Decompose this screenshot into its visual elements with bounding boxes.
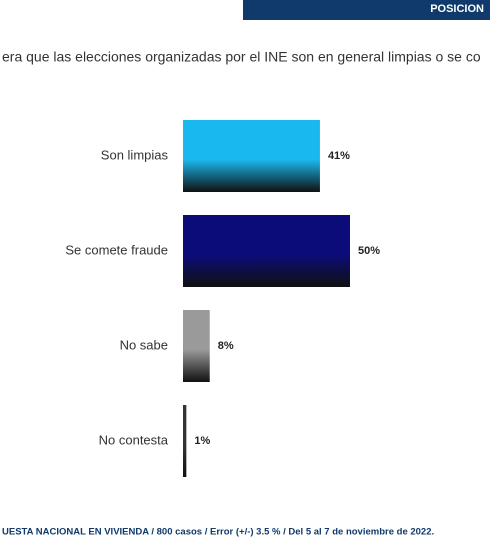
bar	[183, 215, 350, 287]
header-label: POSICION	[430, 3, 484, 15]
chart-title: era que las elecciones organizadas por e…	[2, 49, 481, 65]
bar	[183, 310, 210, 382]
value-label: 41%	[328, 150, 350, 162]
bar	[183, 120, 320, 192]
category-label: Se comete fraude	[65, 242, 168, 257]
value-label: 50%	[358, 245, 380, 257]
value-label: 1%	[194, 435, 210, 447]
category-label: No contesta	[99, 432, 169, 447]
value-label: 8%	[218, 340, 234, 352]
footnote: UESTA NACIONAL EN VIVIENDA / 800 casos /…	[2, 527, 434, 537]
bar	[183, 405, 187, 477]
header-tab	[243, 0, 490, 20]
category-label: No sabe	[120, 337, 168, 352]
category-label: Son limpias	[101, 147, 169, 162]
